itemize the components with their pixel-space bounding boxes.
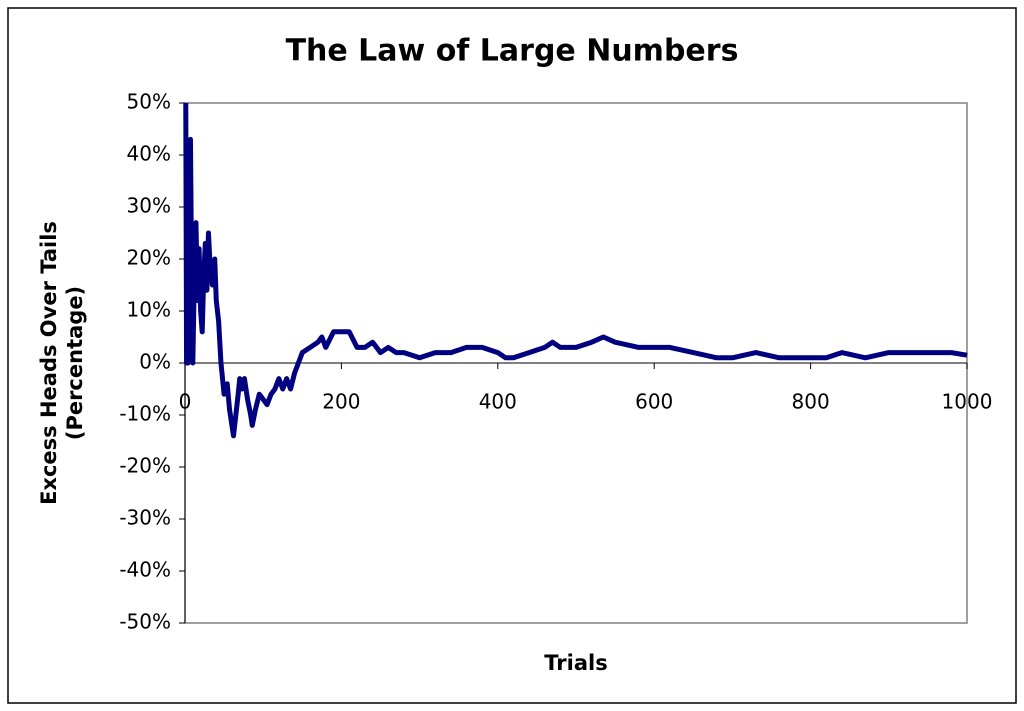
x-tick-label: 0 [179,390,192,414]
y-axis-title: Excess Heads Over Tails [37,221,61,505]
y-tick-label: 40% [127,142,171,166]
y-tick-label: -20% [119,454,171,478]
y-tick-label: 10% [127,298,171,322]
y-tick-label: 30% [127,194,171,218]
x-tick-label: 200 [322,390,360,414]
x-tick-label: 400 [479,390,517,414]
y-tick-label: -50% [119,610,171,634]
y-tick-label: -40% [119,558,171,582]
y-tick-label: -30% [119,506,171,530]
chart-title: The Law of Large Numbers [286,34,739,69]
x-tick-label: 800 [792,390,830,414]
x-tick-label: 600 [635,390,673,414]
y-tick-label: -10% [119,402,171,426]
y-axis-title: (Percentage) [63,286,87,440]
y-tick-label: 20% [127,246,171,270]
x-axis-title: Trials [544,651,607,675]
x-tick-label: 1000 [942,390,993,414]
y-tick-label: 50% [127,90,171,114]
data-line [183,102,968,439]
y-tick-label: 0% [139,350,171,374]
